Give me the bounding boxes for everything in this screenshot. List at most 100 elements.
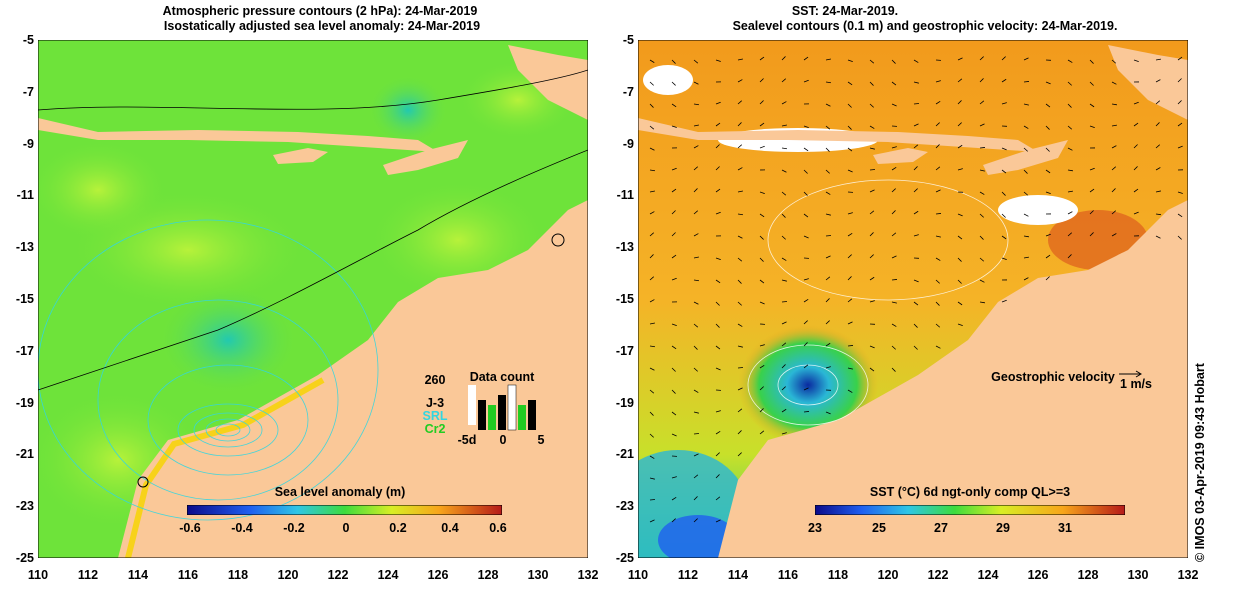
velocity-arrow xyxy=(737,213,744,216)
velocity-arrow xyxy=(715,367,721,371)
left-xtick-2: 114 xyxy=(127,568,149,582)
velocity-arrow xyxy=(803,387,809,391)
velocity-arrow xyxy=(737,345,743,348)
velocity-arrow xyxy=(1067,147,1073,151)
velocity-arrow xyxy=(759,301,765,305)
right-xtick-5: 120 xyxy=(877,568,899,582)
right-colorbar-label: SST (°C) 6d ngt-only comp QL>=3 xyxy=(869,485,1071,499)
data-count-legend-cr2: Cr2 xyxy=(424,422,446,436)
velocity-arrow xyxy=(891,166,897,171)
velocity-arrow xyxy=(671,518,676,523)
velocity-arrow xyxy=(935,80,941,83)
velocity-arrow xyxy=(803,320,808,325)
australia-land-right xyxy=(718,200,1188,558)
velocity-arrow xyxy=(1001,257,1007,261)
velocity-arrow xyxy=(737,235,743,239)
velocity-arrow xyxy=(737,323,743,327)
left-ytick-2: -9 xyxy=(22,136,34,151)
australia-land xyxy=(118,200,588,558)
velocity-arrow xyxy=(957,78,963,83)
velocity-arrow xyxy=(693,345,698,350)
velocity-arrow xyxy=(803,191,808,196)
left-xtick-0: 110 xyxy=(27,568,49,582)
velocity-legend-label: Geostrophic velocity xyxy=(991,370,1115,384)
velocity-arrow xyxy=(803,79,809,83)
left-cb-tick-1: -0.4 xyxy=(231,521,253,535)
velocity-arrow xyxy=(715,59,721,62)
velocity-arrow xyxy=(957,100,962,105)
velocity-arrow xyxy=(957,168,963,171)
left-ytick-3: -11 xyxy=(16,188,34,203)
right-ytick-3: -11 xyxy=(616,188,634,203)
velocity-arrow xyxy=(957,301,963,306)
data-count-legend-j3: J-3 xyxy=(425,396,445,410)
velocity-arrow xyxy=(891,232,897,237)
right-ytick-9: -23 xyxy=(615,499,634,514)
velocity-arrow xyxy=(847,389,853,393)
velocity-arrow xyxy=(715,188,721,193)
velocity-arrow xyxy=(913,188,918,193)
velocity-arrow xyxy=(1133,211,1139,215)
left-ytick-6: -17 xyxy=(15,343,34,358)
velocity-arrow xyxy=(693,301,699,305)
velocity-arrow xyxy=(693,81,699,85)
velocity-arrow xyxy=(1133,188,1139,193)
velocity-arrow xyxy=(891,279,898,281)
right-xtick-8: 126 xyxy=(1027,568,1049,582)
velocity-arrow xyxy=(671,323,677,326)
left-ytick-4: -13 xyxy=(15,240,34,255)
velocity-arrow xyxy=(913,59,919,63)
velocity-arrow xyxy=(693,323,699,328)
velocity-arrow xyxy=(935,301,940,306)
right-ytick-2: -9 xyxy=(622,136,634,151)
velocity-arrow xyxy=(1155,167,1161,171)
left-ytick-9: -23 xyxy=(15,499,34,514)
right-xtick-0: 110 xyxy=(627,568,649,582)
velocity-arrow xyxy=(1155,58,1161,61)
velocity-arrow xyxy=(825,411,831,415)
velocity-arrows xyxy=(649,56,1184,523)
left-ytick-0: -5 xyxy=(22,33,34,47)
velocity-arrow xyxy=(715,101,721,105)
velocity-arrow xyxy=(935,235,941,238)
velocity-arrow xyxy=(671,496,677,501)
left-xtick-3: 116 xyxy=(177,568,199,582)
velocity-arrow xyxy=(715,166,720,171)
velocity-arrow xyxy=(649,169,656,172)
velocity-arrow xyxy=(957,279,962,284)
velocity-arrow xyxy=(649,519,655,523)
velocity-arrow xyxy=(957,257,962,262)
velocity-arrow xyxy=(913,81,919,84)
velocity-arrow xyxy=(825,366,831,369)
velocity-arrow xyxy=(1111,166,1117,171)
velocity-arrow xyxy=(1045,254,1051,259)
right-ytick-0: -5 xyxy=(622,33,634,47)
velocity-arrow xyxy=(847,81,853,86)
velocity-arrow xyxy=(759,145,765,149)
velocity-arrow xyxy=(1067,125,1073,130)
velocity-arrow xyxy=(715,211,721,215)
velocity-arrow xyxy=(693,210,699,215)
left-ytick-1: -7 xyxy=(22,84,34,99)
left-xtick-8: 126 xyxy=(427,568,449,582)
velocity-arrow xyxy=(693,496,698,501)
left-title-line1: Atmospheric pressure contours (2 hPa): 2… xyxy=(162,4,478,18)
velocity-arrow xyxy=(825,342,831,347)
velocity-arrow xyxy=(737,100,743,105)
velocity-arrow xyxy=(847,212,853,215)
velocity-arrow xyxy=(869,189,875,193)
left-colorbar-label: Sea level anomaly (m) xyxy=(274,485,406,499)
velocity-arrow xyxy=(781,342,787,347)
velocity-legend-scale: 1 m/s xyxy=(1120,377,1152,391)
left-cb-tick-6: 0.6 xyxy=(489,521,507,535)
right-xtick-2: 114 xyxy=(727,568,749,582)
data-count-legend-srl: SRL xyxy=(422,409,448,423)
velocity-arrow xyxy=(649,147,655,151)
velocity-arrow xyxy=(913,123,919,127)
velocity-arrow xyxy=(649,367,655,371)
velocity-arrow xyxy=(715,323,720,328)
velocity-arrow xyxy=(1023,125,1029,129)
velocity-arrow xyxy=(715,345,721,350)
velocity-arrow xyxy=(759,56,765,61)
velocity-arrow xyxy=(1023,147,1028,152)
